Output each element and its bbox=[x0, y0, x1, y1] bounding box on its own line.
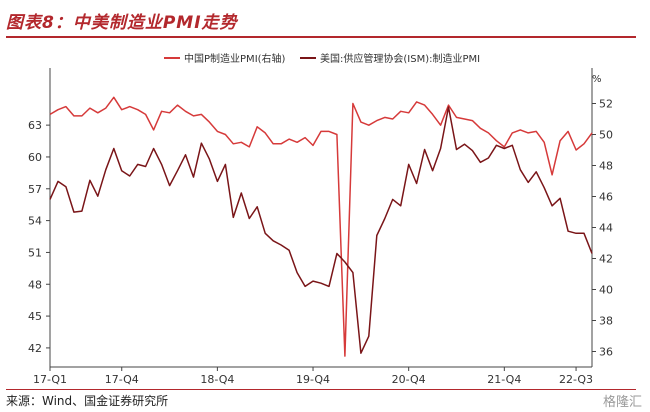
left-tick-label: 51 bbox=[28, 246, 42, 259]
x-tick-label: 20-Q4 bbox=[392, 373, 426, 386]
left-axis-ticks: 42 45 48 51 54 57 60 63 bbox=[28, 119, 50, 355]
legend: 中国P制造业PMI(右轴) 美国:供应管理协会(ISM):制造业PMI bbox=[164, 52, 480, 65]
right-axis-ticks: 36 38 40 42 44 46 48 50 52 bbox=[592, 98, 613, 359]
axes bbox=[49, 68, 593, 368]
x-tick-label: 21-Q4 bbox=[487, 373, 521, 386]
right-tick-label: 40 bbox=[599, 284, 613, 297]
right-tick-label: 52 bbox=[599, 98, 613, 111]
right-tick-label: 36 bbox=[599, 346, 613, 359]
legend-label-us: 美国:供应管理协会(ISM):制造业PMI bbox=[320, 52, 480, 65]
x-axis-ticks: 17-Q1 17-Q4 18-Q4 19-Q4 20-Q4 21-Q4 22-Q3 bbox=[33, 367, 593, 386]
left-tick-label: 48 bbox=[28, 278, 42, 291]
left-tick-label: 45 bbox=[28, 310, 42, 323]
right-tick-label: 44 bbox=[599, 222, 613, 235]
china-pmi-line bbox=[49, 96, 593, 357]
legend-label-china: 中国P制造业PMI(右轴) bbox=[184, 52, 286, 65]
title-rule bbox=[6, 36, 636, 38]
right-axis-unit: % bbox=[592, 74, 602, 85]
left-tick-label: 60 bbox=[28, 151, 42, 164]
right-tick-label: 42 bbox=[599, 253, 613, 266]
watermark-logo: 格隆汇 bbox=[602, 395, 642, 410]
left-tick-label: 42 bbox=[28, 342, 42, 355]
source-note: 来源：Wind、国金证券研究所 bbox=[6, 394, 169, 408]
left-tick-label: 63 bbox=[28, 119, 42, 132]
series-lines bbox=[49, 96, 593, 357]
x-tick-label: 17-Q1 bbox=[33, 373, 67, 386]
x-tick-label: 22-Q3 bbox=[559, 373, 593, 386]
right-tick-label: 38 bbox=[599, 315, 613, 328]
us-ism-pmi-line bbox=[49, 106, 593, 354]
figure-title: 图表8：中美制造业PMI走势 bbox=[6, 13, 238, 33]
right-tick-label: 48 bbox=[599, 160, 613, 173]
left-tick-label: 54 bbox=[28, 215, 42, 228]
x-tick-label: 17-Q4 bbox=[105, 373, 139, 386]
source-rule bbox=[6, 389, 636, 390]
x-tick-label: 18-Q4 bbox=[200, 373, 234, 386]
right-tick-label: 50 bbox=[599, 129, 613, 142]
right-tick-label: 46 bbox=[599, 191, 613, 204]
x-tick-label: 19-Q4 bbox=[296, 373, 330, 386]
left-tick-label: 57 bbox=[28, 183, 42, 196]
